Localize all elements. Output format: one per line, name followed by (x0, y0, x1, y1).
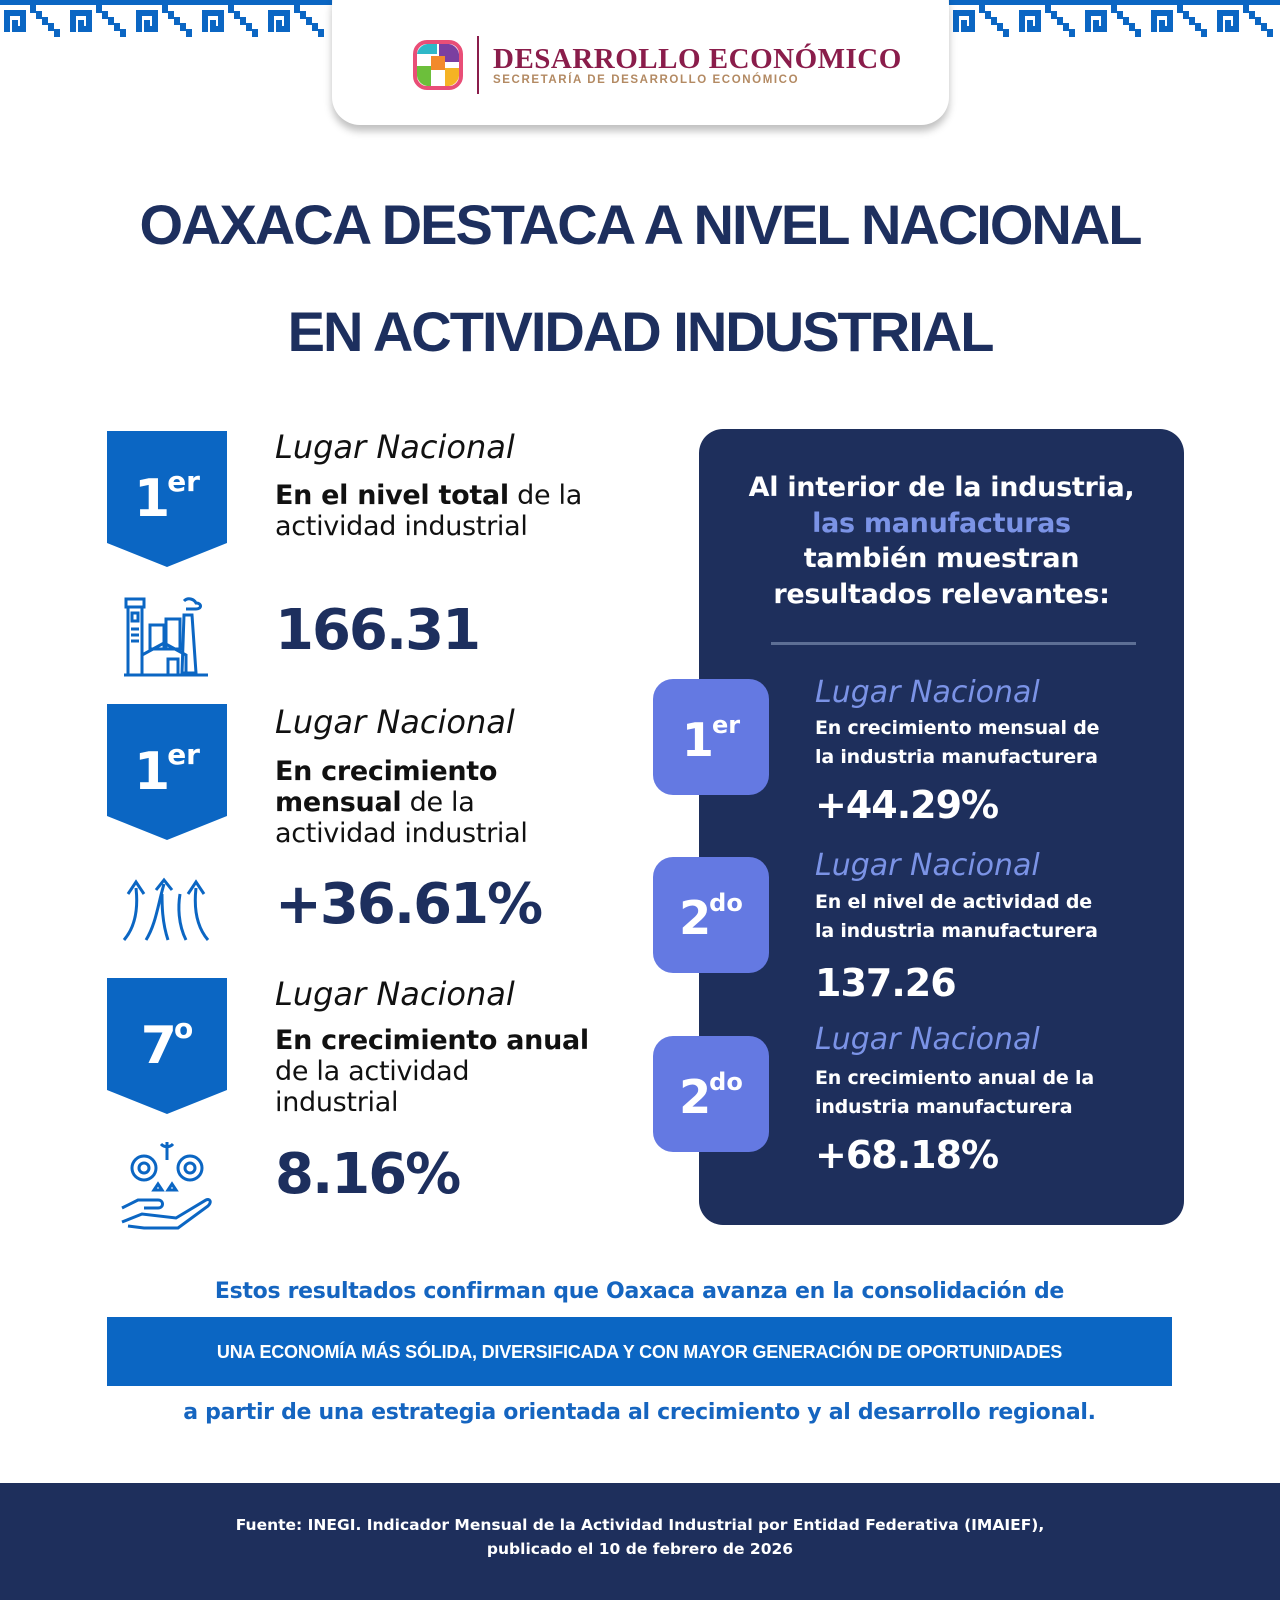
stat-value: 137.26 (815, 961, 957, 1005)
page-title-line-1: OAXACA DESTACA A NIVEL NACIONAL (139, 193, 1143, 256)
footer-source: Fuente: INEGI. Indicador Mensual de la A… (0, 1483, 1280, 1600)
rank-description: En crecimiento anual de la actividad ind… (275, 1025, 589, 1118)
rank-label: Lugar Nacional (815, 848, 1040, 883)
rank-badge: 1er (107, 431, 227, 567)
brand-logo: DESARROLLO ECONÓMICO SECRETARÍA DE DESAR… (413, 36, 902, 94)
brand-title: DESARROLLO ECONÓMICO (493, 43, 902, 75)
page-title-line-2: EN ACTIVIDAD INDUSTRIAL (287, 300, 995, 363)
rank-description: En crecimiento mensual de la actividad i… (275, 756, 528, 849)
stat-value: 8.16% (275, 1142, 461, 1207)
brand-divider (477, 36, 479, 94)
rank-square: 2do (653, 1036, 769, 1152)
rank-description: En crecimiento anual de la industria manu… (815, 1067, 1094, 1118)
rank-description: En el nivel total de la actividad indust… (275, 480, 582, 542)
rank-label: Lugar Nacional (275, 703, 515, 741)
stat-value: +36.61% (275, 872, 543, 937)
stat-value: 166.31 (275, 598, 481, 663)
rank-description: En crecimiento mensual de la industria ma… (815, 717, 1100, 768)
rank-label: Lugar Nacional (815, 675, 1040, 710)
greca-pattern-left (0, 0, 332, 37)
rank-square: 1er (653, 679, 769, 795)
brand-subtitle: SECRETARÍA DE DESARROLLO ECONÓMICO (493, 74, 800, 86)
rank-badge: 7o (107, 978, 227, 1114)
rank-label: Lugar Nacional (815, 1022, 1040, 1057)
arrows-up-icon (122, 877, 210, 941)
rank-label: Lugar Nacional (275, 428, 515, 466)
rank-square: 2do (653, 857, 769, 973)
conclusion-banner: UNA ECONOMÍA MÁS SÓLIDA, DIVERSIFICADA Y… (107, 1317, 1172, 1386)
stat-value: +68.18% (815, 1133, 999, 1177)
rank-label: Lugar Nacional (275, 975, 515, 1013)
gears-hand-icon (121, 1142, 212, 1230)
conclusion-line-1: Estos resultados confirman que Oaxaca av… (214, 1279, 1065, 1304)
oaxaca-emblem-icon (413, 40, 463, 90)
factory-icon (124, 597, 208, 677)
manufacturing-panel (699, 429, 1184, 1225)
conclusion-line-3: a partir de una estrategia orientada al … (183, 1400, 1096, 1425)
panel-heading: Al interior de la industria, las manufac… (748, 472, 1135, 610)
stat-value: +44.29% (815, 783, 999, 827)
greca-pattern-right (949, 0, 1280, 37)
rank-badge: 1er (107, 704, 227, 840)
rank-description: En el nivel de actividad de la industria … (815, 891, 1098, 942)
panel-divider (771, 642, 1136, 645)
